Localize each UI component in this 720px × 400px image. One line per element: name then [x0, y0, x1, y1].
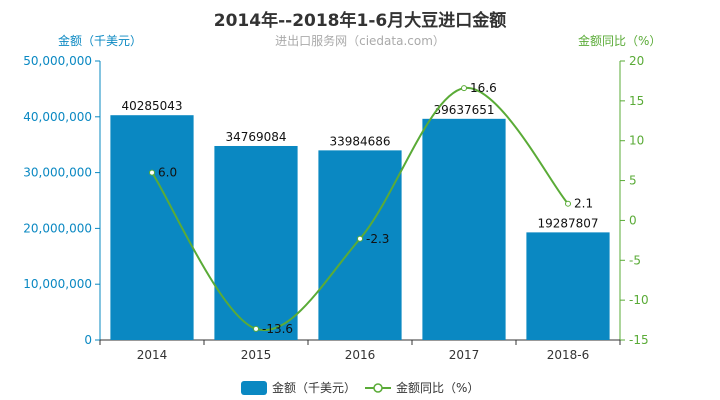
legend-line-label: 金额同比（%）	[396, 380, 479, 395]
bar	[318, 150, 402, 340]
x-tick-label: 2016	[345, 348, 376, 362]
x-tick-label: 2018-6	[547, 348, 590, 362]
right-tick-label: 20	[629, 54, 644, 68]
right-tick-label: 15	[629, 94, 644, 108]
right-tick-label: -15	[629, 333, 649, 347]
left-tick-label: 30,000,000	[23, 166, 92, 180]
growth-value-label: 6.0	[158, 166, 177, 180]
x-tick-label: 2015	[241, 348, 272, 362]
bar	[526, 232, 610, 340]
left-tick-label: 0	[84, 333, 92, 347]
chart-title: 2014年--2018年1-6月大豆进口金额	[213, 11, 507, 31]
right-tick-label: -5	[629, 253, 641, 267]
bar-value-label: 34769084	[225, 130, 286, 144]
bar-value-labels: 40285043 34769084 33984686 39637651 19287807	[121, 99, 598, 230]
legend-bar-swatch	[241, 381, 267, 395]
growth-value-label: 2.1	[574, 197, 593, 211]
bar	[422, 118, 506, 341]
x-tick-label: 2017	[449, 348, 480, 362]
x-tick-label: 2014	[137, 348, 168, 362]
right-axis-ticks: -15 -10 -5 0 5 10 15 20	[620, 54, 649, 347]
bar-value-label: 40285043	[121, 99, 182, 113]
left-axis-ticks: 0 10,000,000 20,000,000 30,000,000 40,000,00…	[23, 54, 100, 347]
growth-value-labels: 6.0 -13.6 -2.3 16.6 2.1	[158, 81, 593, 336]
right-tick-label: 10	[629, 134, 644, 148]
left-axis-title: 金额（千美元）	[58, 34, 143, 48]
bar-value-label: 33984686	[329, 134, 390, 148]
legend-bar-label: 金额（千美元）	[272, 380, 356, 395]
legend-line-marker	[373, 383, 383, 393]
growth-value-label: 16.6	[470, 81, 497, 95]
left-tick-label: 40,000,000	[23, 110, 92, 124]
right-tick-label: -10	[629, 293, 649, 307]
left-tick-label: 10,000,000	[23, 277, 92, 291]
legend: 金额（千美元） 金额同比（%）	[241, 380, 479, 395]
growth-value-label: -13.6	[262, 322, 293, 336]
bar	[214, 145, 298, 340]
chart-subtitle: 进出口服务网（ciedata.com）	[275, 34, 445, 48]
growth-point	[253, 325, 259, 332]
growth-point	[357, 235, 363, 242]
growth-points	[149, 85, 571, 332]
bar-value-label: 39637651	[433, 103, 494, 117]
right-axis-title: 金额同比（%）	[578, 34, 662, 48]
x-axis-ticks: 2014 2015 2016 2017 2018-6	[99, 340, 621, 362]
bar	[110, 115, 194, 340]
left-tick-label: 50,000,000	[23, 54, 92, 68]
right-tick-label: 0	[629, 213, 637, 227]
growth-point	[149, 169, 155, 176]
growth-point	[461, 85, 467, 92]
left-tick-label: 20,000,000	[23, 221, 92, 235]
right-tick-label: 5	[629, 174, 637, 188]
growth-value-label: -2.3	[366, 232, 389, 246]
growth-point	[565, 200, 571, 207]
bar-series	[110, 115, 610, 341]
bar-value-label: 19287807	[537, 216, 598, 230]
